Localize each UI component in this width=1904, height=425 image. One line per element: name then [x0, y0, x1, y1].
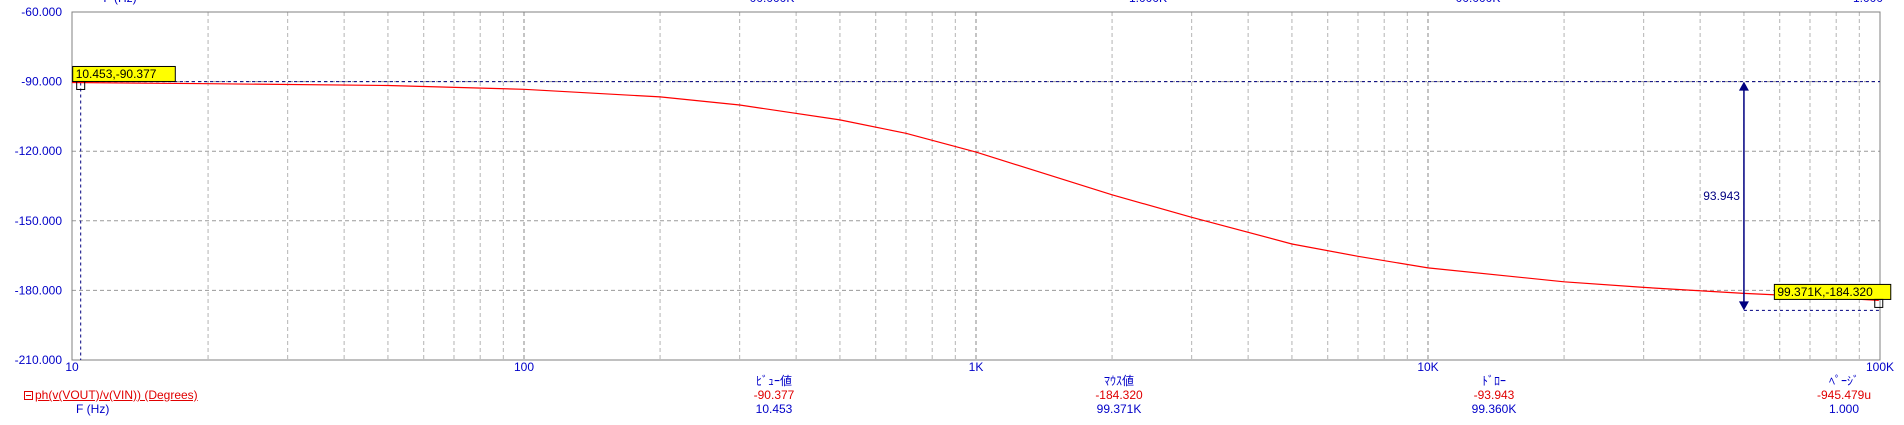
x-tick-label: 1K: [969, 360, 984, 374]
cursor2-box[interactable]: [1773, 283, 1892, 300]
col-header-view: ﾋﾞｭｰ値: [755, 374, 792, 388]
col-freq-mouse: 99.371K: [1096, 402, 1142, 416]
top-partial-label: 00.000K: [750, 0, 795, 5]
x-tick-label: 10: [65, 360, 79, 374]
top-partial-label: 1.000: [1853, 0, 1883, 5]
delta-arrow-head-up: [1738, 81, 1749, 91]
top-partial-labels: F (Hz) 00.000K 1.000K 00.000K 1.000: [103, 0, 1883, 5]
col-header-mouse: ﾏｳｽ値: [1103, 374, 1134, 388]
cursor1[interactable]: 10.453,-90.377: [72, 65, 176, 90]
x-tick-label: 100: [514, 360, 534, 374]
y-tick-label: -180.000: [15, 283, 63, 297]
col-value-page: -945.479u: [1816, 388, 1872, 402]
top-partial-label: 1.000K: [1129, 0, 1167, 5]
x-tick-label: 100K: [1866, 360, 1894, 374]
axis-labels: -60.000 -90.000 -120.000 -150.000 -180.000 -2…: [15, 5, 1894, 374]
trace-checkbox-icon[interactable]: [24, 391, 33, 400]
y-tick-label: -210.000: [15, 353, 63, 367]
cursor1-box[interactable]: [72, 65, 176, 82]
y-tick-label: -60.000: [21, 5, 62, 19]
col-freq-view: 10.453: [755, 402, 793, 416]
cursor2-marker[interactable]: [1874, 298, 1884, 308]
delta-annotation: 93.943: [1703, 81, 1749, 311]
grid: [71, 11, 1880, 361]
col-freq-draw: 99.360K: [1471, 402, 1517, 416]
y-tick-label: -120.000: [15, 144, 63, 158]
top-partial-label: 00.000K: [1456, 0, 1501, 5]
cursor-reference-lines: [72, 81, 1880, 360]
cursor2[interactable]: 99.371K,-184.320: [1773, 283, 1892, 308]
y-tick-label: -150.000: [15, 214, 63, 228]
top-partial-label: F (Hz): [103, 0, 136, 5]
col-header-page: ﾍﾟｰｼﾞ: [1828, 374, 1859, 388]
freq-row-label: F (Hz): [76, 402, 110, 416]
delta-arrow-head-down: [1738, 301, 1749, 311]
col-value-mouse: -184.320: [1095, 388, 1143, 402]
x-tick-label: 10K: [1417, 360, 1438, 374]
trace-row-label[interactable]: ph(v(VOUT)/v(VIN)) (Degrees): [24, 388, 198, 402]
col-value-draw: -93.943: [1473, 388, 1515, 402]
y-tick-label: -90.000: [21, 75, 62, 89]
col-freq-page: 1.000: [1828, 402, 1860, 416]
col-value-view: -90.377: [753, 388, 795, 402]
col-header-draw: ﾄﾞﾛｰ: [1481, 374, 1506, 388]
plot-frame: [71, 11, 1881, 361]
phase-trace-line: [71, 81, 1879, 301]
delta-value-label: 93.943: [1703, 189, 1740, 203]
cursors[interactable]: 10.453,-90.377 99.371K,-184.320: [72, 65, 1892, 308]
cursor1-label: 10.453,-90.377: [76, 67, 157, 81]
cursor2-label: 99.371K,-184.320: [1777, 285, 1873, 299]
cursor1-marker[interactable]: [76, 80, 86, 90]
